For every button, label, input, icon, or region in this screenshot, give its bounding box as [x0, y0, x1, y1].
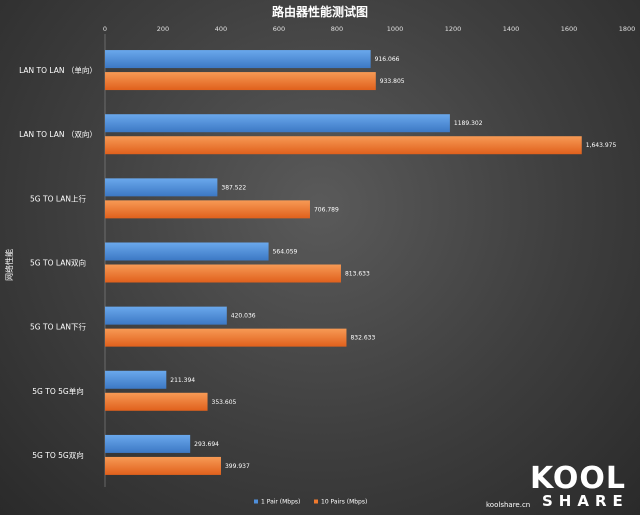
- category-label: 5G TO LAN下行: [30, 322, 86, 332]
- data-label: 1189.302: [454, 120, 483, 127]
- watermark-site: koolshare.cn: [486, 501, 530, 509]
- x-tick-label: 200: [157, 25, 169, 33]
- legend-label-1-pair: 1 Pair (Mbps): [261, 499, 300, 506]
- x-tick-label: 1800: [619, 25, 636, 33]
- data-label: 211.394: [170, 377, 195, 384]
- bars: [105, 50, 582, 475]
- bar-1-pair: [105, 114, 450, 133]
- bar-1-pair: [105, 50, 371, 69]
- legend-label-10-pairs: 10 Pairs (Mbps): [321, 499, 367, 506]
- bar-10-pairs: [105, 392, 208, 411]
- category-label: LAN TO LAN （双向）: [19, 129, 97, 139]
- category-label: 5G TO LAN上行: [30, 193, 86, 203]
- data-label: 387.522: [221, 184, 246, 191]
- x-tick-label: 800: [331, 25, 343, 33]
- x-tick-label: 0: [103, 25, 107, 33]
- data-label: 353.605: [212, 399, 237, 406]
- x-tick-label: 400: [215, 25, 227, 33]
- data-label: 706.789: [314, 206, 339, 213]
- logo-share: SHARE: [542, 492, 629, 510]
- data-label: 420.036: [231, 313, 256, 320]
- bar-10-pairs: [105, 328, 347, 347]
- x-axis-ticks: 0 200 400 600 800 1000 1200 1400 1600 1800: [103, 25, 635, 33]
- data-label: 933.805: [380, 78, 405, 85]
- data-label: 916.066: [375, 56, 400, 63]
- bar-1-pair: [105, 242, 269, 261]
- x-tick-label: 1200: [445, 25, 462, 33]
- category-label: 5G TO 5G双向: [32, 450, 83, 460]
- x-tick-label: 600: [273, 25, 285, 33]
- bar-1-pair: [105, 178, 218, 197]
- bar-10-pairs: [105, 72, 376, 91]
- data-label: 832.633: [350, 335, 375, 342]
- category-label: 5G TO LAN双向: [30, 258, 86, 268]
- y-axis-label: 网络性能: [4, 249, 14, 281]
- chart-title: 路由器性能测试图: [272, 4, 368, 19]
- legend: 1 Pair (Mbps) 10 Pairs (Mbps): [254, 499, 367, 506]
- category-label: LAN TO LAN （单向）: [19, 65, 97, 75]
- bar-1-pair: [105, 434, 191, 453]
- data-label: 1,643.975: [586, 142, 617, 149]
- data-label: 399.937: [225, 463, 250, 470]
- bar-10-pairs: [105, 264, 341, 283]
- bar-10-pairs: [105, 456, 221, 475]
- bar-1-pair: [105, 306, 227, 325]
- legend-swatch-1-pair: [254, 499, 258, 504]
- data-label: 293.694: [194, 441, 219, 448]
- value-labels: 916.066 933.805 1189.302 1,643.975 387.522 70…: [170, 56, 616, 470]
- bar-1-pair: [105, 370, 167, 389]
- data-label: 564.059: [273, 249, 298, 256]
- data-label: 813.633: [345, 271, 370, 278]
- category-label: 5G TO 5G单向: [32, 386, 83, 396]
- legend-swatch-10-pairs: [314, 499, 318, 504]
- x-tick-label: 1600: [561, 25, 578, 33]
- x-tick-label: 1400: [503, 25, 520, 33]
- bar-10-pairs: [105, 136, 582, 155]
- x-tick-label: 1000: [387, 25, 404, 33]
- category-labels: LAN TO LAN （单向） LAN TO LAN （双向） 5G TO LAN上…: [19, 65, 97, 460]
- bar-10-pairs: [105, 200, 310, 219]
- logo-kool: KOOL: [530, 461, 626, 496]
